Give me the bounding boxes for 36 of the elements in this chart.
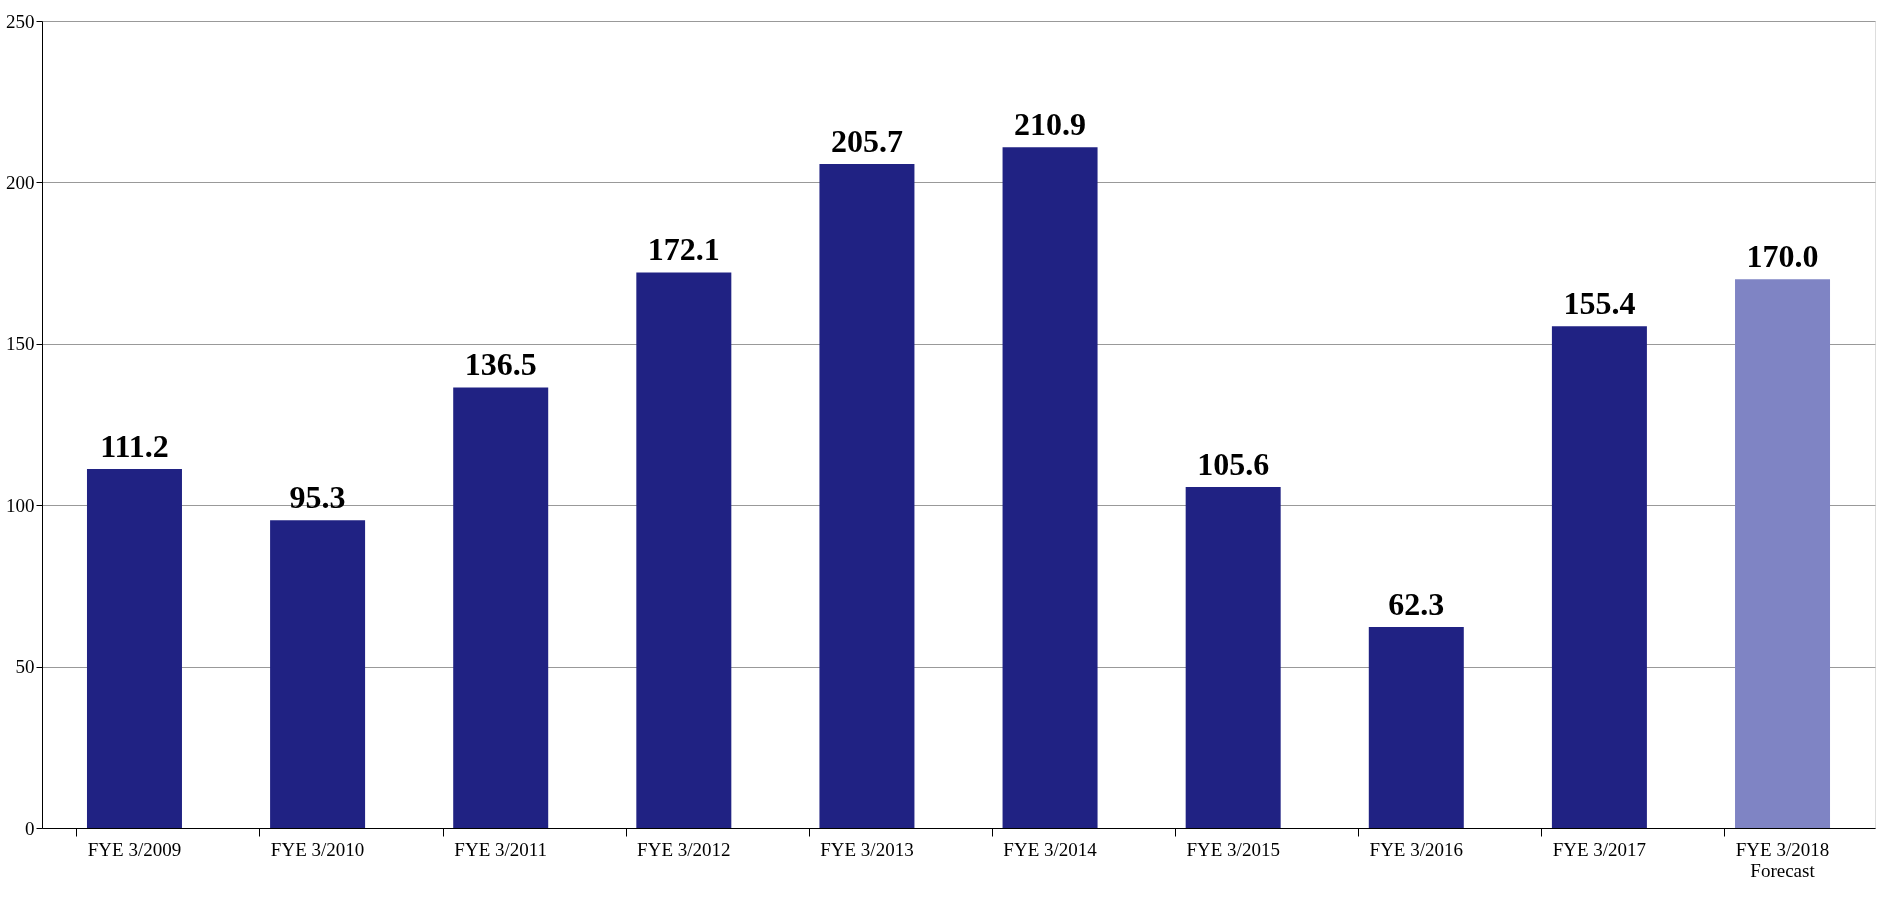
x-tick-label: FYE 3/2017 <box>1552 838 1647 860</box>
y-tick-label: 200 <box>6 171 35 193</box>
data-label: 136.5 <box>464 346 537 383</box>
bar <box>270 520 366 828</box>
bar <box>1735 279 1831 828</box>
bar <box>453 387 549 828</box>
data-label: 172.1 <box>647 231 720 268</box>
x-tick-label: FYE 3/2013 <box>820 838 914 860</box>
bar <box>86 469 182 828</box>
y-tick-label: 50 <box>15 656 35 678</box>
data-label: 105.6 <box>1197 446 1270 483</box>
bar <box>1368 626 1464 828</box>
y-tick-label: 150 <box>6 333 35 355</box>
bar <box>636 272 732 828</box>
y-tick-label: 100 <box>6 494 35 516</box>
data-label: 62.3 <box>1388 585 1445 622</box>
y-tick-label: 0 <box>25 817 35 839</box>
bar <box>1551 326 1647 828</box>
x-tick-label: FYE 3/2011 <box>454 838 548 860</box>
data-label: 210.9 <box>1014 106 1087 143</box>
data-label: 205.7 <box>830 123 903 159</box>
data-label: 170.0 <box>1746 238 1819 275</box>
x-tick-label: FYE 3/2018 Forecast <box>1735 838 1830 881</box>
x-tick-label: FYE 3/2015 <box>1186 838 1280 860</box>
bar <box>1002 147 1098 828</box>
bar <box>819 164 915 828</box>
bar <box>1185 487 1281 828</box>
data-label: 155.4 <box>1563 285 1636 322</box>
data-label: 95.3 <box>289 479 346 516</box>
x-tick-label: FYE 3/2012 <box>637 838 731 860</box>
x-tick-label: FYE 3/2014 <box>1003 838 1098 860</box>
x-tick-label: FYE 3/2009 <box>87 838 182 860</box>
y-tick-label: 250 <box>6 10 35 32</box>
data-label: 111.2 <box>100 428 169 465</box>
x-tick-label: FYE 3/2010 <box>270 838 365 860</box>
x-tick-label: FYE 3/2016 <box>1369 838 1464 860</box>
